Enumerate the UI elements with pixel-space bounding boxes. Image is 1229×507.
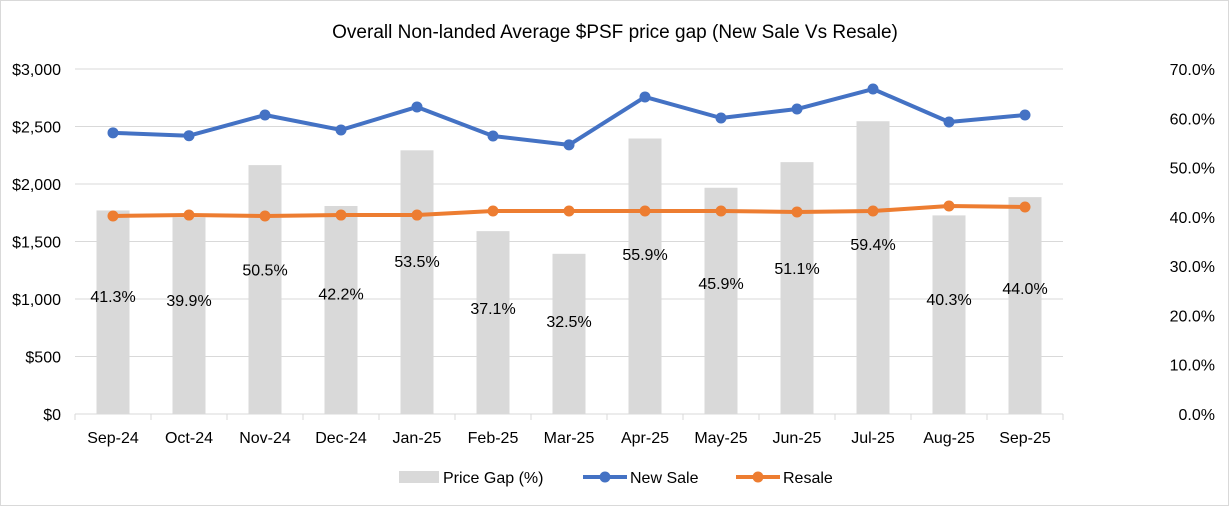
bar-data-label: 40.3% <box>926 292 971 309</box>
point-resale <box>867 205 879 217</box>
bar-data-label: 50.5% <box>242 263 287 280</box>
point-resale <box>411 209 423 221</box>
bar-data-label: 59.4% <box>850 237 895 254</box>
legend-swatch-price-gap <box>399 471 439 483</box>
x-tick-label: Jul-25 <box>851 430 895 447</box>
y-right-tick-label: 70.0% <box>1170 62 1215 79</box>
point-new-sale <box>563 139 575 151</box>
y-right-tick-label: 0.0% <box>1179 407 1215 424</box>
bar-data-label: 53.5% <box>394 254 439 271</box>
bar-data-label: 51.1% <box>774 261 819 278</box>
bar-series-price-gap <box>96 121 1042 415</box>
point-new-sale <box>715 112 727 124</box>
x-tick-label: Sep-24 <box>87 430 139 447</box>
bar-data-label: 32.5% <box>546 314 591 331</box>
y-left-tick-label: $500 <box>25 350 61 367</box>
point-new-sale <box>411 101 423 113</box>
bar-data-label: 42.2% <box>318 286 363 303</box>
point-resale <box>107 210 119 222</box>
bar-data-label: 37.1% <box>470 301 515 318</box>
point-new-sale <box>259 109 271 121</box>
legend-marker-new-sale <box>599 471 611 483</box>
point-resale <box>487 205 499 217</box>
x-tick-label: Mar-25 <box>544 430 595 447</box>
legend-marker-resale <box>752 471 764 483</box>
bar-price-gap <box>704 187 738 414</box>
x-tick-label: Nov-24 <box>239 430 291 447</box>
y-left-tick-label: $0 <box>43 407 61 424</box>
y-left-tick-label: $1,000 <box>12 292 61 309</box>
point-new-sale <box>107 127 119 139</box>
x-tick-label: Apr-25 <box>621 430 669 447</box>
y-left-tick-label: $1,500 <box>12 235 61 252</box>
y-left-tick-label: $2,500 <box>12 120 61 137</box>
point-new-sale <box>867 83 879 95</box>
x-axis: Sep-24 Oct-24 Nov-24 Dec-24 Jan-25 Feb-25 Mar-… <box>74 413 1064 447</box>
x-tick-label: Jan-25 <box>393 430 442 447</box>
bar-price-gap <box>172 217 206 414</box>
bar-data-labels: 41.3% 39.9% 50.5% 42.2% 53.5% 37.1% 32.5% 55.9%… <box>90 237 1047 331</box>
bar-data-label: 44.0% <box>1002 281 1047 298</box>
x-tick-label: May-25 <box>694 430 747 447</box>
chart-title: Overall Non-landed Average $PSF price ga… <box>332 22 898 43</box>
bar-price-gap <box>552 253 586 414</box>
point-new-sale <box>791 103 803 115</box>
bar-price-gap <box>400 150 434 415</box>
point-new-sale <box>639 91 651 103</box>
y-right-tick-label: 30.0% <box>1170 259 1215 276</box>
bar-price-gap <box>248 165 282 414</box>
point-new-sale <box>943 116 955 128</box>
point-resale <box>1019 201 1031 213</box>
point-new-sale <box>1019 109 1031 121</box>
bar-price-gap <box>780 162 814 414</box>
y-right-tick-label: 20.0% <box>1170 308 1215 325</box>
legend-label-new-sale: New Sale <box>630 470 699 487</box>
y-right-tick-label: 40.0% <box>1170 210 1215 227</box>
bar-data-label: 55.9% <box>622 247 667 264</box>
point-new-sale <box>487 130 499 142</box>
y-left-tick-label: $3,000 <box>12 62 61 79</box>
bar-price-gap <box>324 206 358 414</box>
point-new-sale <box>335 124 347 136</box>
point-resale <box>791 206 803 218</box>
bar-price-gap <box>476 231 510 414</box>
legend-label-resale: Resale <box>783 470 833 487</box>
bar-price-gap <box>1008 197 1042 414</box>
y-axis-left: $0 $500 $1,000 $1,500 $2,000 $2,500 $3,000 <box>12 62 61 424</box>
legend: Price Gap (%) New Sale Resale <box>399 470 833 487</box>
y-right-tick-label: 50.0% <box>1170 161 1215 178</box>
x-tick-label: Oct-24 <box>165 430 213 447</box>
bar-data-label: 45.9% <box>698 276 743 293</box>
x-tick-label: Sep-25 <box>999 430 1051 447</box>
point-resale <box>183 209 195 221</box>
x-tick-label: Dec-24 <box>315 430 367 447</box>
point-resale <box>639 205 651 217</box>
y-axis-right: 0.0% 10.0% 20.0% 30.0% 40.0% 50.0% 60.0% 70.0% <box>1170 62 1215 424</box>
point-resale <box>259 210 271 222</box>
point-new-sale <box>183 130 195 142</box>
point-resale <box>335 209 347 221</box>
point-resale <box>715 205 727 217</box>
point-resale <box>943 200 955 212</box>
bar-price-gap <box>932 215 966 414</box>
bar-price-gap <box>96 210 130 414</box>
gridlines <box>75 68 1063 357</box>
point-resale <box>563 205 575 217</box>
x-tick-label: Aug-25 <box>923 430 975 447</box>
x-tick-label: Feb-25 <box>468 430 519 447</box>
y-left-tick-label: $2,000 <box>12 177 61 194</box>
legend-label-price-gap: Price Gap (%) <box>443 470 543 487</box>
bar-price-gap <box>628 138 662 414</box>
bar-data-label: 39.9% <box>166 293 211 310</box>
y-right-tick-label: 60.0% <box>1170 111 1215 128</box>
y-right-tick-label: 10.0% <box>1170 358 1215 375</box>
bar-data-label: 41.3% <box>90 289 135 306</box>
bar-price-gap <box>856 121 890 414</box>
x-tick-label: Jun-25 <box>773 430 822 447</box>
line-series <box>107 83 1031 222</box>
